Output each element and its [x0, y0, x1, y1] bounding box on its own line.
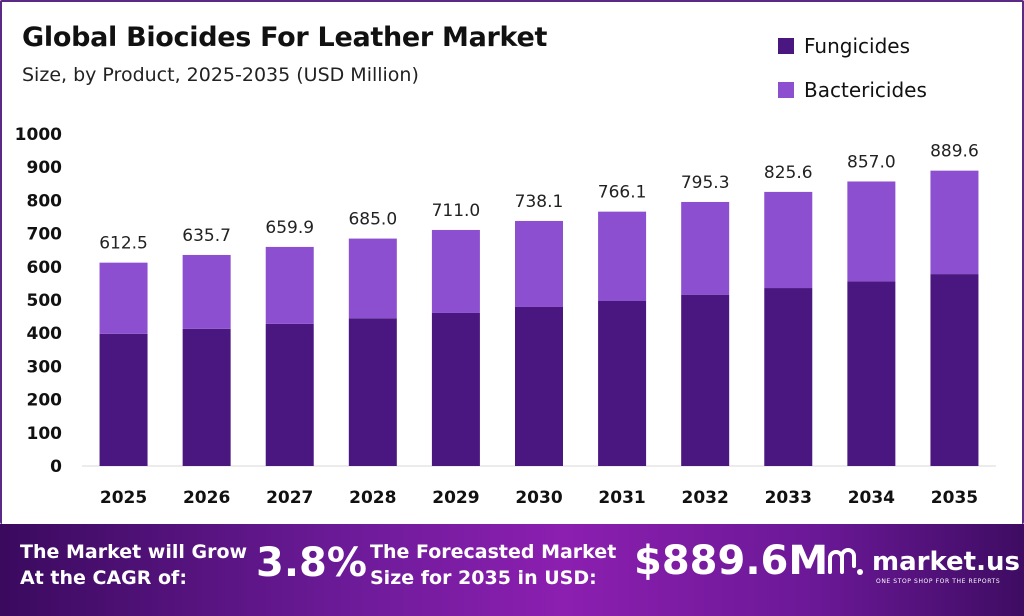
- bar-fungicides-2032: [681, 294, 730, 466]
- cagr-value: 3.8%: [256, 540, 367, 586]
- y-tick-label: 1000: [15, 125, 62, 145]
- x-tick-label-2028: 2028: [349, 488, 396, 508]
- y-tick-label: 300: [27, 357, 63, 377]
- bar-fungicides-2029: [431, 312, 480, 466]
- bar-fungicides-2033: [764, 288, 813, 466]
- bar-fungicides-2028: [348, 318, 397, 466]
- data-label-total-2027: 659.9: [265, 218, 314, 238]
- bar-bactericides-2026: [182, 254, 231, 329]
- y-tick-label: 200: [27, 391, 63, 411]
- data-label-total-2030: 738.1: [515, 192, 564, 212]
- y-tick-label: 0: [50, 457, 62, 477]
- bar-fungicides-2025: [99, 333, 148, 466]
- x-tick-label-2025: 2025: [100, 488, 147, 508]
- x-tick-label-2032: 2032: [682, 488, 729, 508]
- bar-bactericides-2033: [764, 191, 813, 289]
- bar-fungicides-2030: [515, 306, 563, 466]
- data-label-total-2026: 635.7: [182, 226, 231, 246]
- market-us-logo-icon: [828, 548, 863, 575]
- bar-bactericides-2035: [930, 170, 979, 275]
- bar-bactericides-2028: [348, 238, 397, 319]
- brand-tagline: ONE STOP SHOP FOR THE REPORTS: [876, 578, 1001, 585]
- chart-subtitle: Size, by Product, 2025-2035 (USD Million…: [22, 64, 419, 86]
- data-label-total-2025: 612.5: [99, 234, 148, 254]
- bar-fungicides-2027: [265, 323, 314, 466]
- x-tick-label-2027: 2027: [266, 488, 313, 508]
- data-label-total-2032: 795.3: [681, 173, 730, 193]
- legend-label-bactericides: Bactericides: [804, 78, 927, 102]
- x-tick-label-2034: 2034: [848, 488, 895, 508]
- chart-frame: [0, 0, 1024, 524]
- data-label-total-2034: 857.0: [847, 152, 896, 172]
- data-label-total-2029: 711.0: [432, 201, 481, 221]
- y-tick-label: 100: [27, 424, 63, 444]
- brand-name: market.us: [872, 547, 1020, 577]
- bar-bactericides-2031: [598, 211, 647, 301]
- bar-bactericides-2029: [431, 229, 480, 313]
- data-label-total-2035: 889.6: [930, 142, 979, 162]
- x-tick-label-2033: 2033: [765, 488, 812, 508]
- bar-fungicides-2034: [847, 281, 896, 466]
- forecast-label-line1: The Forecasted Market: [370, 541, 617, 563]
- legend-swatch-fungicides: [778, 38, 794, 54]
- forecast-label-line2: Size for 2035 in USD:: [370, 567, 597, 589]
- cagr-label-line2: At the CAGR of:: [20, 567, 187, 589]
- y-tick-label: 800: [27, 191, 63, 211]
- y-tick-label: 600: [27, 258, 63, 278]
- legend-item-bactericides: Bactericides: [778, 78, 927, 102]
- bar-bactericides-2030: [515, 220, 563, 307]
- bar-fungicides-2026: [182, 328, 231, 466]
- legend: Fungicides Bactericides: [778, 34, 927, 122]
- y-tick-label: 700: [27, 225, 63, 245]
- x-tick-label-2030: 2030: [515, 488, 562, 508]
- legend-label-fungicides: Fungicides: [804, 34, 910, 58]
- summary-banner: The Market will Grow At the CAGR of: 3.8…: [0, 524, 1024, 616]
- x-tick-label-2026: 2026: [183, 488, 230, 508]
- chart-title: Global Biocides For Leather Market: [22, 22, 548, 53]
- y-tick-label: 500: [27, 291, 63, 311]
- forecast-value: $889.6M: [634, 538, 829, 584]
- bar-chart: 0 100 200 300 400 500 600 700 800 900 1000 612.5 202…: [15, 125, 996, 508]
- bar-bactericides-2027: [265, 246, 314, 324]
- brand-logo: market.us ONE STOP SHOP FOR THE REPORTS: [826, 546, 1020, 585]
- bar-bactericides-2032: [681, 201, 730, 295]
- bar-fungicides-2031: [598, 300, 647, 466]
- data-label-total-2033: 825.6: [764, 163, 813, 183]
- data-label-total-2028: 685.0: [348, 210, 397, 230]
- data-label-total-2031: 766.1: [598, 183, 647, 203]
- cagr-label-line1: The Market will Grow: [20, 541, 248, 563]
- x-tick-label-2029: 2029: [432, 488, 479, 508]
- legend-item-fungicides: Fungicides: [778, 34, 927, 58]
- y-tick-label: 400: [27, 324, 63, 344]
- bar-bactericides-2034: [847, 181, 896, 282]
- x-tick-label-2035: 2035: [931, 488, 978, 508]
- bar-fungicides-2035: [930, 274, 979, 466]
- y-tick-label: 900: [27, 158, 63, 178]
- bar-bactericides-2025: [99, 262, 148, 334]
- legend-swatch-bactericides: [778, 82, 794, 98]
- x-tick-label-2031: 2031: [598, 488, 645, 508]
